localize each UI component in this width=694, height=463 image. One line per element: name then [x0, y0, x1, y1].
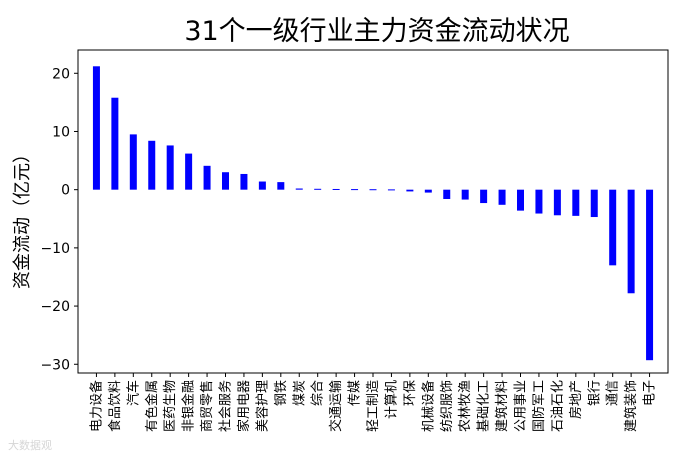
x-tick-label-4: 有色金属 [144, 380, 160, 432]
y-tick-label-1: −30 [40, 357, 70, 373]
x-tick-label-20: 纺织服饰 [440, 380, 455, 432]
bar-26 [553, 189, 561, 216]
bar-31 [646, 189, 654, 361]
bar-18 [406, 189, 414, 192]
x-tick-label-22: 基础化工 [477, 380, 492, 432]
x-tick-label-23: 建筑材料 [494, 380, 510, 432]
bar-30 [627, 189, 635, 294]
bar-25 [535, 189, 543, 214]
bar-5 [166, 145, 174, 190]
bars-group [92, 66, 654, 361]
chart-title: 31个一级行业主力资金流动状况 [184, 16, 569, 47]
x-tick-label-13: 综合 [311, 380, 326, 406]
bar-2 [111, 97, 119, 190]
x-tick-label-12: 煤炭 [292, 380, 307, 406]
bar-20 [443, 189, 451, 199]
bar-24 [517, 189, 524, 211]
x-tick-label-29: 通信 [606, 380, 621, 406]
x-tick-label-8: 社会服务 [218, 380, 234, 432]
x-tick-label-1: 电力设备 [88, 380, 104, 432]
x-tick-label-9: 家用电器 [236, 380, 252, 432]
x-tick-label-25: 国防军工 [531, 380, 547, 432]
bar-21 [461, 189, 469, 200]
x-tick-label-19: 机械设备 [420, 380, 436, 432]
bar-22 [480, 189, 488, 204]
x-axis-ticks: 电力设备 食品饮料 汽车 有色金属 医药生物 非银金融 商贸零售 社会服务 家用电器 美容护理 钢铁… [88, 373, 658, 432]
y-tick-label-4: 0 [61, 183, 70, 199]
bar-14 [332, 188, 340, 190]
bar-1 [92, 66, 100, 190]
bar-28 [590, 189, 598, 218]
bar-7 [203, 165, 211, 190]
x-tick-label-27: 房地产 [568, 380, 584, 419]
bar-29 [609, 189, 617, 266]
bar-13 [314, 188, 322, 190]
x-tick-label-31: 电子 [643, 380, 658, 406]
x-tick-label-16: 轻工制造 [366, 380, 381, 432]
plot-frame [77, 49, 669, 374]
x-tick-label-6: 非银金融 [181, 380, 197, 432]
y-tick-label-6: 20 [52, 66, 70, 82]
y-tick-label-5: 10 [52, 124, 70, 140]
x-tick-label-30: 建筑装饰 [623, 380, 639, 432]
bar-11 [277, 182, 285, 190]
x-tick-label-26: 石油石化 [550, 380, 565, 432]
bar-8 [222, 172, 229, 190]
bar-16 [369, 189, 377, 191]
y-tick-label-2: −20 [40, 299, 70, 315]
bar-3 [129, 134, 137, 190]
bar-10 [258, 181, 266, 190]
watermark: 大数据观 [8, 439, 52, 452]
bar-9 [240, 173, 248, 190]
x-tick-label-2: 食品饮料 [107, 380, 123, 432]
y-tick-label-3: −10 [40, 241, 70, 257]
bar-12 [295, 188, 303, 190]
y-axis-ticks: −30 −20 −10 0 10 20 [40, 66, 78, 373]
bar-27 [572, 189, 580, 216]
x-tick-label-3: 汽车 [125, 380, 141, 406]
x-tick-label-14: 交通运输 [328, 380, 344, 432]
x-tick-label-7: 商贸零售 [199, 380, 215, 432]
bar-23 [498, 189, 506, 205]
x-tick-label-17: 计算机 [384, 380, 399, 419]
x-tick-label-28: 银行 [587, 380, 602, 406]
x-tick-label-18: 环保 [403, 380, 418, 406]
x-tick-label-11: 钢铁 [274, 380, 289, 406]
bar-4 [148, 140, 156, 190]
bar-6 [185, 153, 193, 190]
x-tick-label-5: 医药生物 [163, 380, 178, 432]
y-axis-label: 资金流动（亿元） [12, 145, 33, 289]
x-tick-label-21: 农林牧渔 [458, 380, 473, 432]
x-tick-label-24: 公用事业 [514, 380, 529, 432]
bar-15 [351, 189, 359, 191]
x-tick-label-15: 传媒 [348, 380, 363, 406]
bar-17 [387, 189, 395, 191]
x-tick-label-10: 美容护理 [254, 380, 270, 432]
bar-19 [424, 189, 432, 193]
